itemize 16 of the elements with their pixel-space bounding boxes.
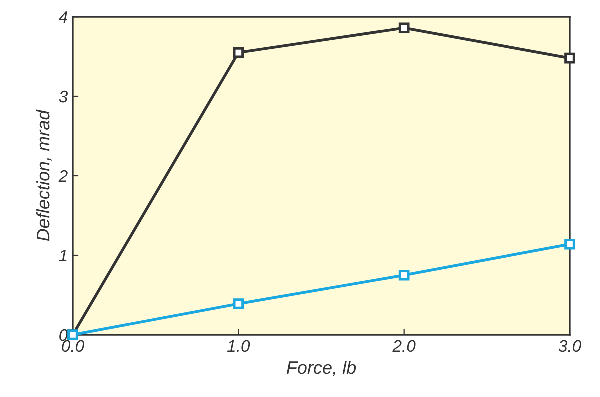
y-tick-label: 4 <box>58 12 68 24</box>
y-tick-label: 3 <box>59 90 68 103</box>
point <box>398 22 410 34</box>
y-tick-label: 2 <box>58 170 68 182</box>
point <box>398 270 410 281</box>
point <box>564 238 576 250</box>
y-tick-label: 1 <box>59 250 67 262</box>
x-tick-label: 1.0 <box>228 340 250 352</box>
point <box>233 298 244 310</box>
y-axis-title: Deflection, mrad <box>36 110 52 242</box>
x-axis-title: Force, lb <box>286 360 356 376</box>
x-tick-label: 2.0 <box>392 340 416 352</box>
x-tick-label: 3.0 <box>558 340 582 352</box>
point <box>233 47 244 58</box>
x-tick-label: 0.0 <box>62 340 84 352</box>
point <box>564 52 576 64</box>
